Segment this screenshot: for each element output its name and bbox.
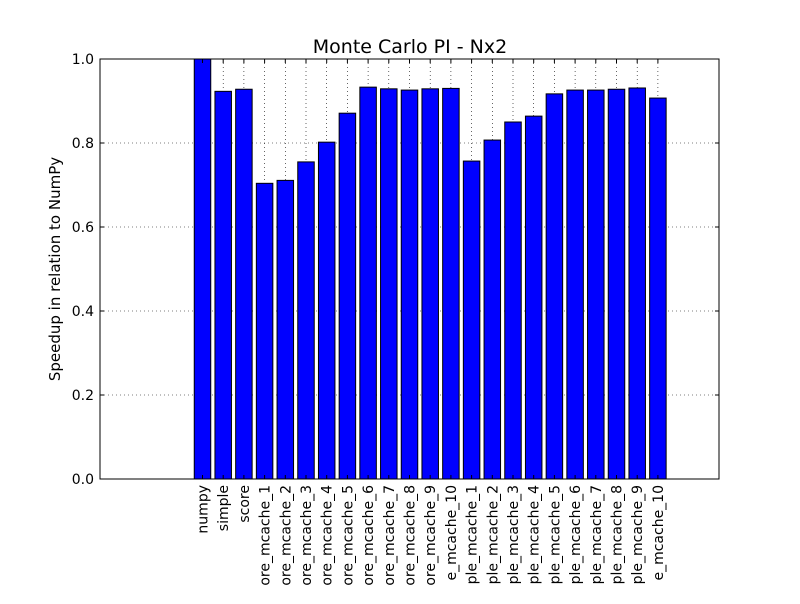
bar xyxy=(276,179,295,480)
y-tick-label: 0.0 xyxy=(72,472,94,488)
x-tick-label: ple_mcache_6 xyxy=(568,485,584,584)
bar xyxy=(255,182,274,480)
x-tick-label: ple_mcache_3 xyxy=(506,485,522,584)
bar xyxy=(607,88,626,480)
x-tick-label: e_mcache_10 xyxy=(444,485,460,581)
x-tick-label: ore_mcache_4 xyxy=(320,485,336,586)
x-tick-label: ore_mcache_5 xyxy=(340,485,356,586)
bar xyxy=(628,87,646,480)
bar xyxy=(421,88,439,480)
x-tick-label: ple_mcache_5 xyxy=(547,485,563,584)
bar xyxy=(400,89,419,480)
bar xyxy=(649,97,667,480)
bar xyxy=(317,141,336,480)
y-tick-label: 0.6 xyxy=(72,220,94,236)
x-tick-label: score xyxy=(237,485,253,523)
x-tick-label: ore_mcache_3 xyxy=(299,485,315,586)
y-tick-label: 0.4 xyxy=(72,304,94,320)
bar xyxy=(442,87,460,480)
bar xyxy=(235,88,253,480)
x-tick-label: ore_mcache_6 xyxy=(361,485,377,586)
y-tick-labels: 0.0 0.2 0.4 0.6 0.8 1.0 xyxy=(72,52,94,488)
y-tick-label: 0.8 xyxy=(72,136,94,152)
bars xyxy=(193,58,667,480)
axis-ticks xyxy=(100,58,719,480)
x-tick-labels: numpy simple score ore_mcache_1 ore_mcache_2… xyxy=(196,485,667,586)
x-tick-label: ore_mcache_2 xyxy=(278,485,294,586)
chart-title: Monte Carlo PI - Nx2 xyxy=(313,36,507,58)
bar xyxy=(483,139,502,480)
y-tick-label: 0.2 xyxy=(72,388,94,404)
bar xyxy=(587,89,605,480)
bar xyxy=(462,160,481,480)
x-tick-label: ore_mcache_7 xyxy=(382,485,398,586)
bar xyxy=(504,121,522,480)
x-tick-label: numpy xyxy=(196,485,212,534)
x-tick-label: simple xyxy=(216,485,232,531)
x-tick-label: ple_mcache_4 xyxy=(527,485,543,584)
bar xyxy=(338,112,357,480)
bar xyxy=(380,88,398,480)
x-tick-label: ple_mcache_2 xyxy=(485,485,501,584)
x-tick-label: ple_mcache_9 xyxy=(630,485,646,584)
bar xyxy=(359,86,377,480)
bar xyxy=(193,58,212,480)
y-axis-label: Speedup in relation to NumPy xyxy=(46,157,64,381)
bar xyxy=(545,93,564,480)
x-tick-label: ple_mcache_7 xyxy=(589,485,605,584)
x-tick-label: ple_mcache_8 xyxy=(610,485,626,584)
bar xyxy=(214,90,232,480)
y-tick-label: 1.0 xyxy=(72,52,94,68)
x-tick-label: ore_mcache_8 xyxy=(403,485,419,586)
x-tick-label: ore_mcache_9 xyxy=(423,485,439,586)
bar xyxy=(566,89,584,480)
bar xyxy=(524,115,543,480)
x-tick-label: e_mcache_10 xyxy=(651,485,667,581)
x-tick-label: ple_mcache_1 xyxy=(465,485,481,584)
bar xyxy=(297,161,315,480)
x-tick-label: ore_mcache_1 xyxy=(258,485,274,586)
